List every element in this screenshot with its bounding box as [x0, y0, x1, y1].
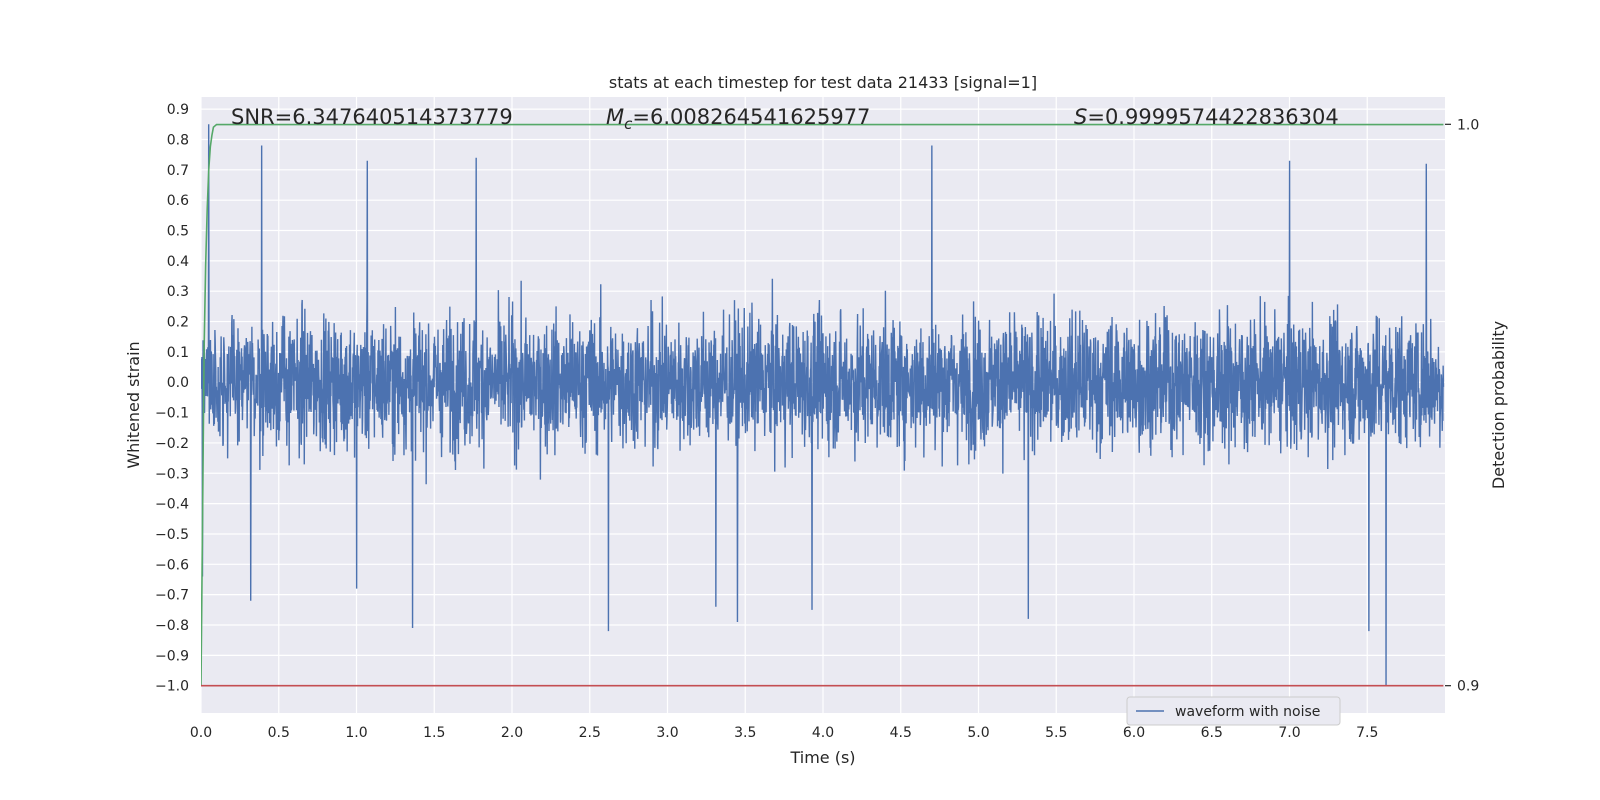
s-annotation: S=0.9999574422836304: [1074, 105, 1339, 129]
y-tick-label: −1.0: [155, 679, 189, 695]
y-tick-label: 0.7: [167, 163, 189, 179]
mc-value: =6.008264541625977: [632, 105, 870, 129]
y-tick-label: 0.9: [167, 102, 189, 118]
x-axis-label: Time (s): [789, 748, 855, 767]
x-tick-label: 6.0: [1123, 725, 1145, 741]
x-tick-label: 3.0: [656, 725, 678, 741]
x-tick-label: 5.5: [1045, 725, 1067, 741]
snr-annotation: SNR=6.347640514373779: [231, 105, 513, 129]
y2-axis-label: Detection probability: [1489, 321, 1508, 489]
legend: waveform with noise: [1126, 696, 1341, 726]
x-tick-label: 1.5: [423, 725, 445, 741]
y-tick-label: −0.6: [155, 557, 189, 573]
y-tick-label: −0.1: [155, 406, 189, 422]
x-tick-label: 7.5: [1356, 725, 1378, 741]
chirp-mass-annotation: Mc=6.008264541625977: [606, 105, 870, 133]
y-tick-label: 0.3: [167, 284, 189, 300]
y2-tick-label: 0.9: [1457, 679, 1479, 695]
x-tick-label: 5.0: [967, 725, 989, 741]
y2-tick-label: 1.0: [1457, 117, 1479, 133]
y-tick-label: 0.1: [167, 345, 189, 361]
y-tick-label: 0.0: [167, 375, 189, 391]
y-tick-label: −0.8: [155, 618, 189, 634]
x-tick-label: 2.0: [501, 725, 523, 741]
mc-symbol: M: [606, 105, 624, 129]
x-tick-label: 0.5: [268, 725, 290, 741]
series-layer: [201, 123, 1445, 687]
s-symbol: S: [1074, 105, 1087, 129]
legend-box: [1126, 696, 1341, 726]
x-tick-label: 0.0: [190, 725, 212, 741]
y-tick-label: −0.5: [155, 527, 189, 543]
y-tick-label: −0.4: [155, 497, 189, 513]
x-tick-label: 4.0: [812, 725, 834, 741]
series-waveform-with-noise: [201, 124, 1445, 686]
y-tick-label: 0.2: [167, 315, 189, 331]
s-value: =0.9999574422836304: [1087, 105, 1338, 129]
y-tick-label: −0.9: [155, 648, 189, 664]
y-tick-label: −0.3: [155, 466, 189, 482]
x-tick-label: 3.5: [734, 725, 756, 741]
x-tick-label: 7.0: [1278, 725, 1300, 741]
series-detection-probability: [201, 123, 1444, 686]
y-tick-label: −0.2: [155, 436, 189, 452]
mc-subscript: c: [624, 115, 633, 133]
y-tick-label: −0.7: [155, 588, 189, 604]
x-tick-label: 4.5: [890, 725, 912, 741]
x-tick-label: 1.0: [345, 725, 367, 741]
x-tick-label: 2.5: [579, 725, 601, 741]
y-tick-label: 0.5: [167, 224, 189, 240]
chart-title: stats at each timestep for test data 214…: [609, 73, 1037, 92]
y-tick-label: 0.4: [167, 254, 189, 270]
y-tick-label: 0.8: [167, 132, 189, 148]
axes-layer: 0.0 0.5 1.0 1.5 2.0 2.5 3.0 3.5 4.0 4.5 5.0 5.5 6.0 6…: [155, 102, 1479, 741]
y-tick-label: 0.6: [167, 193, 189, 209]
x-tick-label: 6.5: [1201, 725, 1223, 741]
y-axis-label: Whitened strain: [124, 341, 143, 468]
legend-label-waveform: waveform with noise: [1175, 704, 1320, 720]
